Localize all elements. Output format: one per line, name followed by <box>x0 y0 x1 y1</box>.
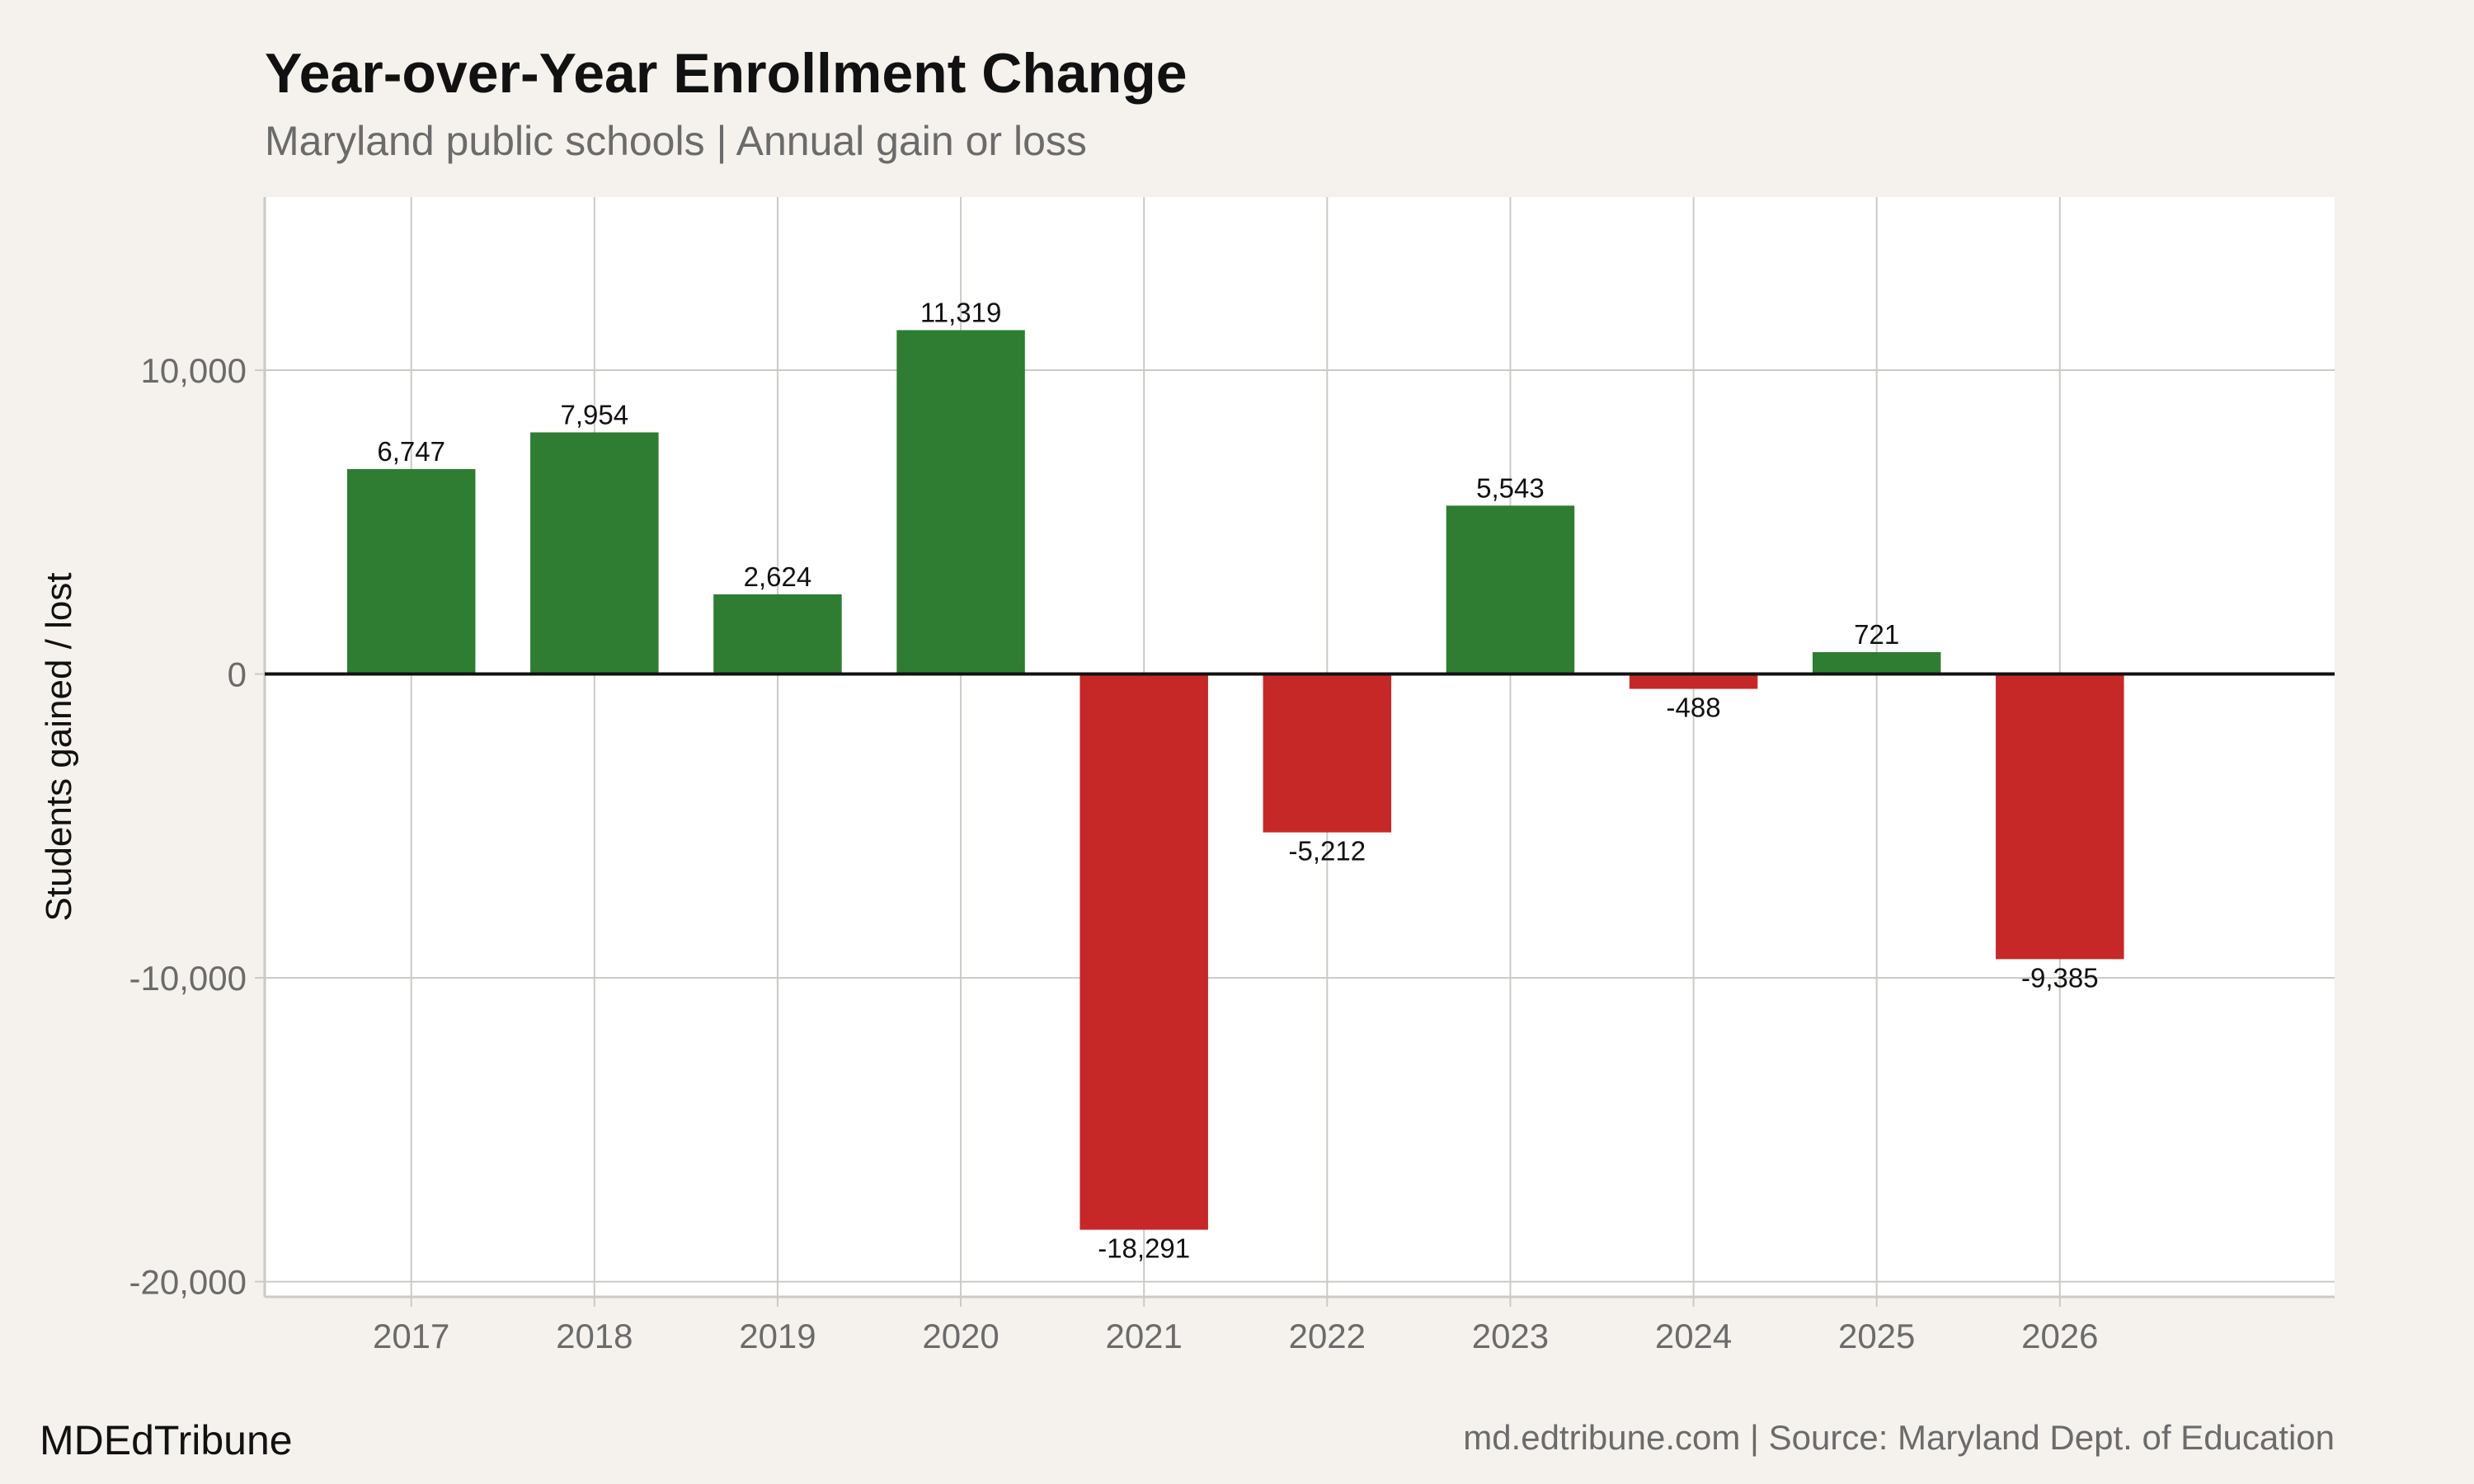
bars <box>346 330 2124 1230</box>
data-label-2020: 11,319 <box>920 297 1001 327</box>
x-tick-label: 2025 <box>1838 1317 1915 1355</box>
x-tick-label: 2023 <box>1472 1317 1549 1355</box>
data-labels: 6,747 7,954 2,624 11,319 -18,291 -5,212 5,543 -… <box>377 297 2098 1263</box>
chart-title: Year-over-Year Enrollment Change <box>265 42 1188 105</box>
data-label-2025: 721 <box>1854 619 1899 650</box>
y-tick-label: -20,000 <box>129 1263 247 1302</box>
bar-2026 <box>1996 674 2124 960</box>
x-tick-label: 2026 <box>2021 1317 2098 1355</box>
data-label-2019: 2,624 <box>744 561 812 592</box>
chart-subtitle: Maryland public schools | Annual gain or… <box>265 118 1087 164</box>
source-credit: md.edtribune.com | Source: Maryland Dept… <box>1463 1418 2335 1457</box>
data-label-2021: -18,291 <box>1098 1233 1190 1264</box>
data-label-2017: 6,747 <box>377 436 445 467</box>
y-tick-label: 0 <box>228 655 247 694</box>
axes: -20,000 -10,000 0 10,000 2017 2018 2019 2020 202… <box>129 197 2335 1355</box>
bar-2023 <box>1446 505 1575 674</box>
y-tick-label: -10,000 <box>129 959 247 998</box>
y-tick-label: 10,000 <box>141 351 247 390</box>
bar-2022 <box>1263 674 1392 833</box>
data-label-2018: 7,954 <box>561 399 629 430</box>
x-tick-label: 2021 <box>1105 1317 1182 1355</box>
bar-2021 <box>1079 674 1208 1230</box>
bar-2025 <box>1812 651 1941 674</box>
bar-2017 <box>346 468 476 674</box>
y-axis-label: Students gained / lost <box>39 572 79 921</box>
bar-2024 <box>1629 674 1758 689</box>
data-label-2026: -9,385 <box>2021 962 2099 993</box>
x-tick-label: 2017 <box>373 1317 449 1355</box>
brand-logo-text: MDEdTribune <box>40 1417 293 1463</box>
x-tick-label: 2024 <box>1655 1317 1732 1355</box>
x-tick-label: 2022 <box>1289 1317 1366 1355</box>
data-label-2024: -488 <box>1667 693 1721 723</box>
bar-2018 <box>530 432 659 674</box>
x-tick-label: 2020 <box>922 1317 999 1355</box>
bar-2019 <box>713 594 842 674</box>
x-tick-label: 2019 <box>739 1317 816 1355</box>
x-tick-label: 2018 <box>556 1317 633 1355</box>
bar-2020 <box>896 330 1025 674</box>
data-label-2022: -5,212 <box>1289 836 1366 866</box>
data-label-2023: 5,543 <box>1476 472 1545 503</box>
